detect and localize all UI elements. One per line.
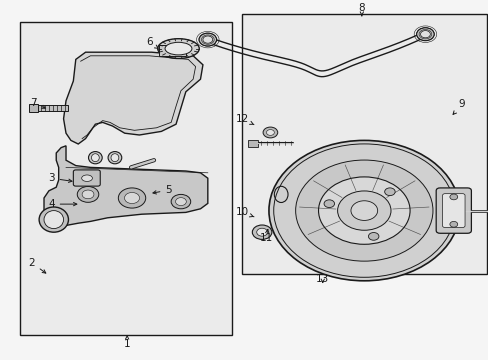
- Circle shape: [324, 200, 334, 208]
- Bar: [37, 105, 68, 111]
- Circle shape: [256, 228, 267, 236]
- Bar: [20, 22, 232, 335]
- FancyBboxPatch shape: [442, 194, 464, 228]
- Text: 4: 4: [48, 199, 77, 209]
- Circle shape: [82, 190, 94, 199]
- Circle shape: [318, 177, 409, 244]
- Circle shape: [416, 28, 433, 41]
- Text: 2: 2: [28, 258, 46, 273]
- Circle shape: [175, 198, 186, 206]
- Circle shape: [263, 127, 277, 138]
- Circle shape: [124, 193, 139, 203]
- Ellipse shape: [165, 42, 192, 55]
- Circle shape: [77, 186, 99, 202]
- Circle shape: [420, 31, 429, 38]
- Polygon shape: [63, 52, 203, 144]
- FancyBboxPatch shape: [73, 170, 100, 186]
- Ellipse shape: [91, 154, 99, 162]
- Circle shape: [337, 191, 390, 230]
- Circle shape: [295, 160, 432, 261]
- Text: 3: 3: [48, 173, 72, 183]
- Circle shape: [268, 140, 459, 281]
- Text: 12: 12: [235, 114, 253, 125]
- Circle shape: [203, 36, 212, 43]
- Bar: [242, 14, 486, 274]
- Ellipse shape: [39, 207, 68, 232]
- Circle shape: [252, 225, 271, 239]
- Text: 9: 9: [452, 99, 465, 114]
- Ellipse shape: [81, 175, 92, 181]
- Text: 8: 8: [358, 3, 365, 16]
- Bar: [29, 104, 38, 112]
- Polygon shape: [44, 146, 207, 227]
- Ellipse shape: [108, 152, 122, 164]
- Ellipse shape: [44, 211, 63, 229]
- Circle shape: [384, 188, 394, 195]
- Circle shape: [449, 194, 457, 200]
- Circle shape: [118, 188, 145, 208]
- Text: 11: 11: [259, 229, 273, 243]
- Bar: [159, 45, 185, 56]
- Circle shape: [350, 201, 377, 220]
- Circle shape: [367, 233, 378, 240]
- Circle shape: [449, 221, 457, 227]
- Ellipse shape: [88, 152, 102, 164]
- Circle shape: [266, 130, 274, 135]
- Ellipse shape: [111, 154, 119, 162]
- Circle shape: [171, 194, 190, 209]
- Text: 10: 10: [235, 207, 253, 217]
- Text: 5: 5: [153, 185, 172, 195]
- Text: 13: 13: [315, 274, 329, 284]
- Text: 1: 1: [123, 336, 130, 349]
- Text: 6: 6: [145, 37, 158, 48]
- Circle shape: [199, 33, 216, 46]
- FancyBboxPatch shape: [435, 188, 470, 233]
- Ellipse shape: [157, 39, 199, 58]
- Bar: [247, 140, 257, 147]
- Text: 7: 7: [30, 98, 45, 108]
